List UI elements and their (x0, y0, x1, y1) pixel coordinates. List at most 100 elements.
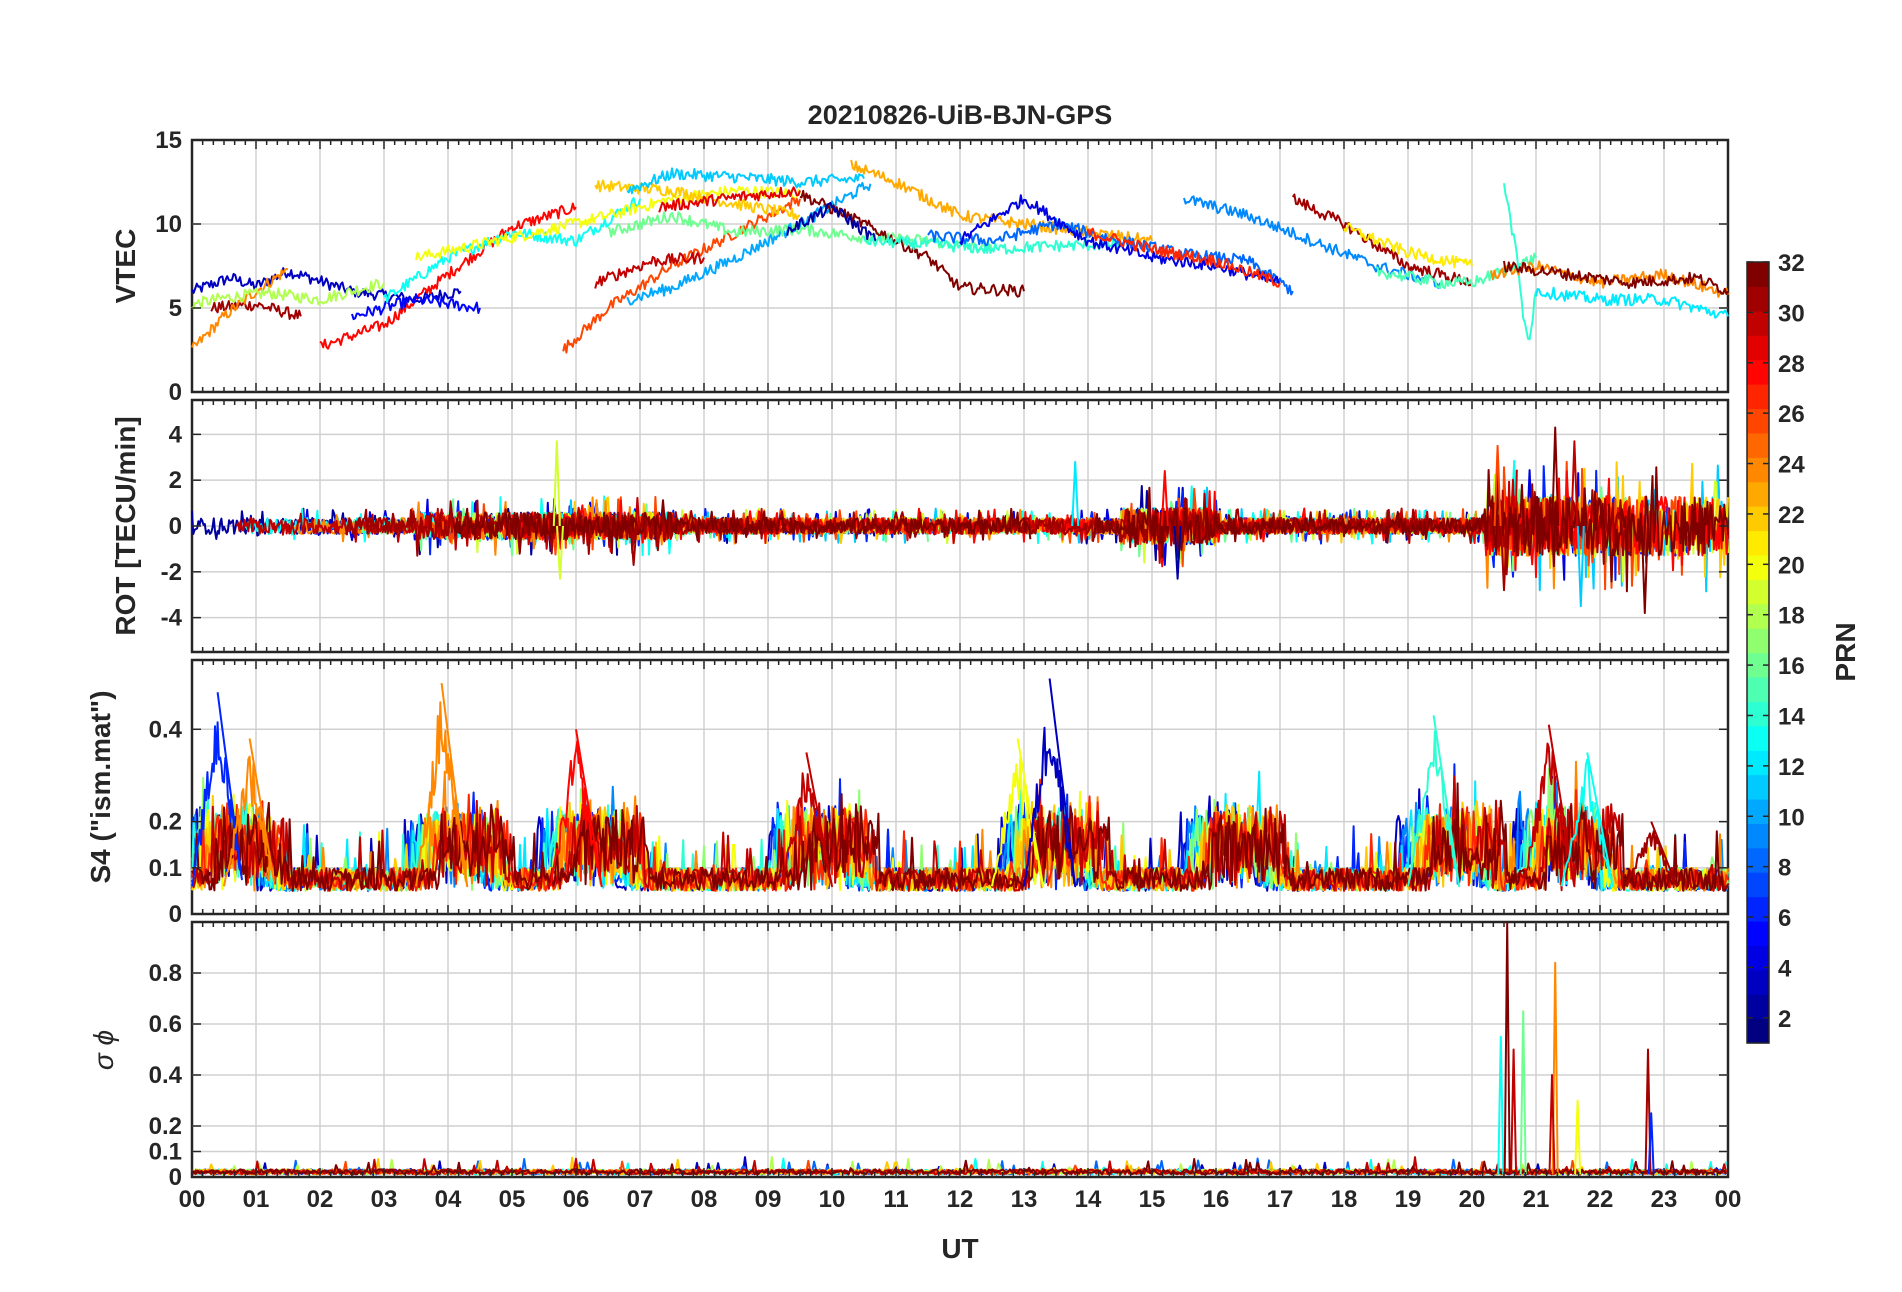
colorbar-tick-label: 2 (1778, 1006, 1791, 1033)
colorbar-tick-label: 8 (1778, 855, 1791, 882)
s4-peak-prn-31 (1624, 821, 1678, 888)
colorbar-cell (1747, 554, 1769, 580)
s4-peak-prn-13 (1560, 752, 1614, 888)
sigma-spike-prn-20 (1574, 1099, 1582, 1175)
colorbar-cell (1747, 725, 1769, 751)
vtec-ytick-label: 0 (169, 379, 182, 406)
x-tick-label: 16 (1203, 1186, 1230, 1213)
rot-spike-prn-2 (1173, 525, 1182, 580)
rot-ytick-label: 2 (169, 467, 182, 494)
figure-title: 20210826-UiB-BJN-GPS (808, 100, 1113, 130)
x-tick-label: 22 (1587, 1186, 1614, 1213)
x-tick-label: 07 (627, 1186, 654, 1213)
colorbar-cell (1747, 652, 1769, 678)
x-tick-label: 11 (883, 1186, 908, 1213)
sigma-spike-prn-30 (1548, 1074, 1556, 1175)
x-tick-label: 00 (1715, 1186, 1742, 1213)
x-tick-label: 23 (1651, 1186, 1678, 1213)
x-tick-label: 20 (1459, 1186, 1486, 1213)
x-tick-label: 14 (1075, 1186, 1102, 1213)
x-tick-label: 01 (243, 1186, 270, 1213)
colorbar-tick-label: 10 (1778, 804, 1805, 831)
colorbar-cell (1747, 774, 1769, 800)
vtec-series-prn-4 (959, 194, 1281, 285)
colorbar-frame (1746, 261, 1770, 1044)
colorbar-cell (1747, 823, 1769, 849)
vtec-series-prn-26 (562, 197, 801, 354)
rot-spike-prn-32 (1551, 426, 1560, 527)
colorbar-cell (1747, 432, 1769, 458)
s4-ytick-label: 0.2 (149, 809, 182, 836)
colorbar-tick-label: 24 (1778, 452, 1805, 479)
vtec-series-prn-9 (1183, 195, 1441, 289)
vtec-series-prn-22 (594, 179, 801, 220)
vtec-series-prn-18 (191, 278, 385, 310)
s4-peak-prn-3 (1023, 678, 1077, 888)
colorbar-tick-label: 18 (1778, 603, 1805, 630)
x-tick-label: 15 (1139, 1186, 1166, 1213)
x-tick-label: 05 (499, 1186, 526, 1213)
rot-spike-prn-11 (1576, 525, 1585, 608)
rot-ytick-label: 4 (169, 421, 183, 448)
colorbar-cell (1747, 286, 1769, 312)
x-tick-label: 09 (755, 1186, 782, 1213)
s4-peak-prn-20 (991, 738, 1045, 888)
colorbar-tick-label: 30 (1778, 300, 1805, 327)
colorbar-cell (1747, 530, 1769, 556)
sigma-spike-prn-6 (1647, 1112, 1655, 1175)
rot-spike-prn-28 (1160, 470, 1169, 527)
vtec-series-prn-2 (786, 201, 878, 242)
sigma-ytick-label: 0.1 (149, 1139, 182, 1166)
colorbar-tick-label: 22 (1778, 502, 1805, 529)
s4-ytick-label: 0.4 (149, 716, 183, 743)
colorbar-cell (1747, 676, 1769, 702)
sigma-spike-prn-30 (1510, 1048, 1518, 1175)
s4-peak-prn-28 (549, 729, 603, 888)
sigma-spike-prn-32 (1503, 922, 1511, 1175)
colorbar-cell (1747, 603, 1769, 629)
sigma-ytick-label: 0.2 (149, 1113, 182, 1140)
vtec-series-prn-31 (210, 300, 302, 320)
colorbar-cell (1747, 579, 1769, 605)
vtec-series-prn-5 (351, 293, 481, 321)
rot-series-prn-32 (1093, 466, 1729, 593)
colorbar-cell (1747, 750, 1769, 776)
sigma-ytick-label: 0 (169, 1164, 182, 1191)
colorbar-tick-label: 16 (1778, 653, 1805, 680)
colorbar-cell (1747, 310, 1769, 336)
colorbar-tick-label: 32 (1778, 250, 1805, 277)
colorbar-cell (1747, 969, 1769, 995)
rot-ylabel: ROT [TECU/min] (110, 416, 141, 635)
vtec-ytick-label: 5 (169, 295, 182, 322)
vtec-series-prn-29 (658, 186, 801, 213)
rot-spike-prn-19 (556, 525, 564, 580)
vtec-series-prn-28 (319, 202, 577, 350)
x-tick-label: 03 (371, 1186, 398, 1213)
vtec-series-prn-23 (850, 159, 1153, 246)
vtec-panel: 0 5 10 15 VTEC (110, 127, 1730, 406)
colorbar-tick-label: 14 (1778, 703, 1805, 730)
colorbar-cell (1747, 847, 1769, 873)
colorbar-cell (1747, 920, 1769, 946)
x-tick-label: 00 (179, 1186, 206, 1213)
x-tick-label: 06 (563, 1186, 590, 1213)
colorbar-cell (1747, 457, 1769, 483)
colorbar-cell (1747, 872, 1769, 898)
s4-ytick-label: 0.1 (149, 855, 182, 882)
vtec-ylabel: VTEC (110, 229, 141, 304)
rot-ytick-label: -2 (161, 559, 182, 586)
rot-ytick-label: 0 (169, 513, 182, 540)
rot-ytick-label: -4 (161, 605, 183, 632)
colorbar-cell (1747, 506, 1769, 532)
rot-spike-prn-26 (1493, 444, 1502, 527)
vtec-series-prn-27 (1087, 227, 1281, 288)
colorbar-cell (1747, 1018, 1769, 1044)
colorbar-cell (1747, 798, 1769, 824)
s4-peak-prn-24 (415, 682, 469, 888)
sigma-ytick-label: 0.8 (149, 960, 182, 987)
sigma-spike-prn-13 (1497, 1035, 1505, 1175)
colorbar-cell (1747, 896, 1769, 922)
x-tick-label: 21 (1523, 1186, 1550, 1213)
s4-peak-prn-14 (1407, 715, 1461, 888)
